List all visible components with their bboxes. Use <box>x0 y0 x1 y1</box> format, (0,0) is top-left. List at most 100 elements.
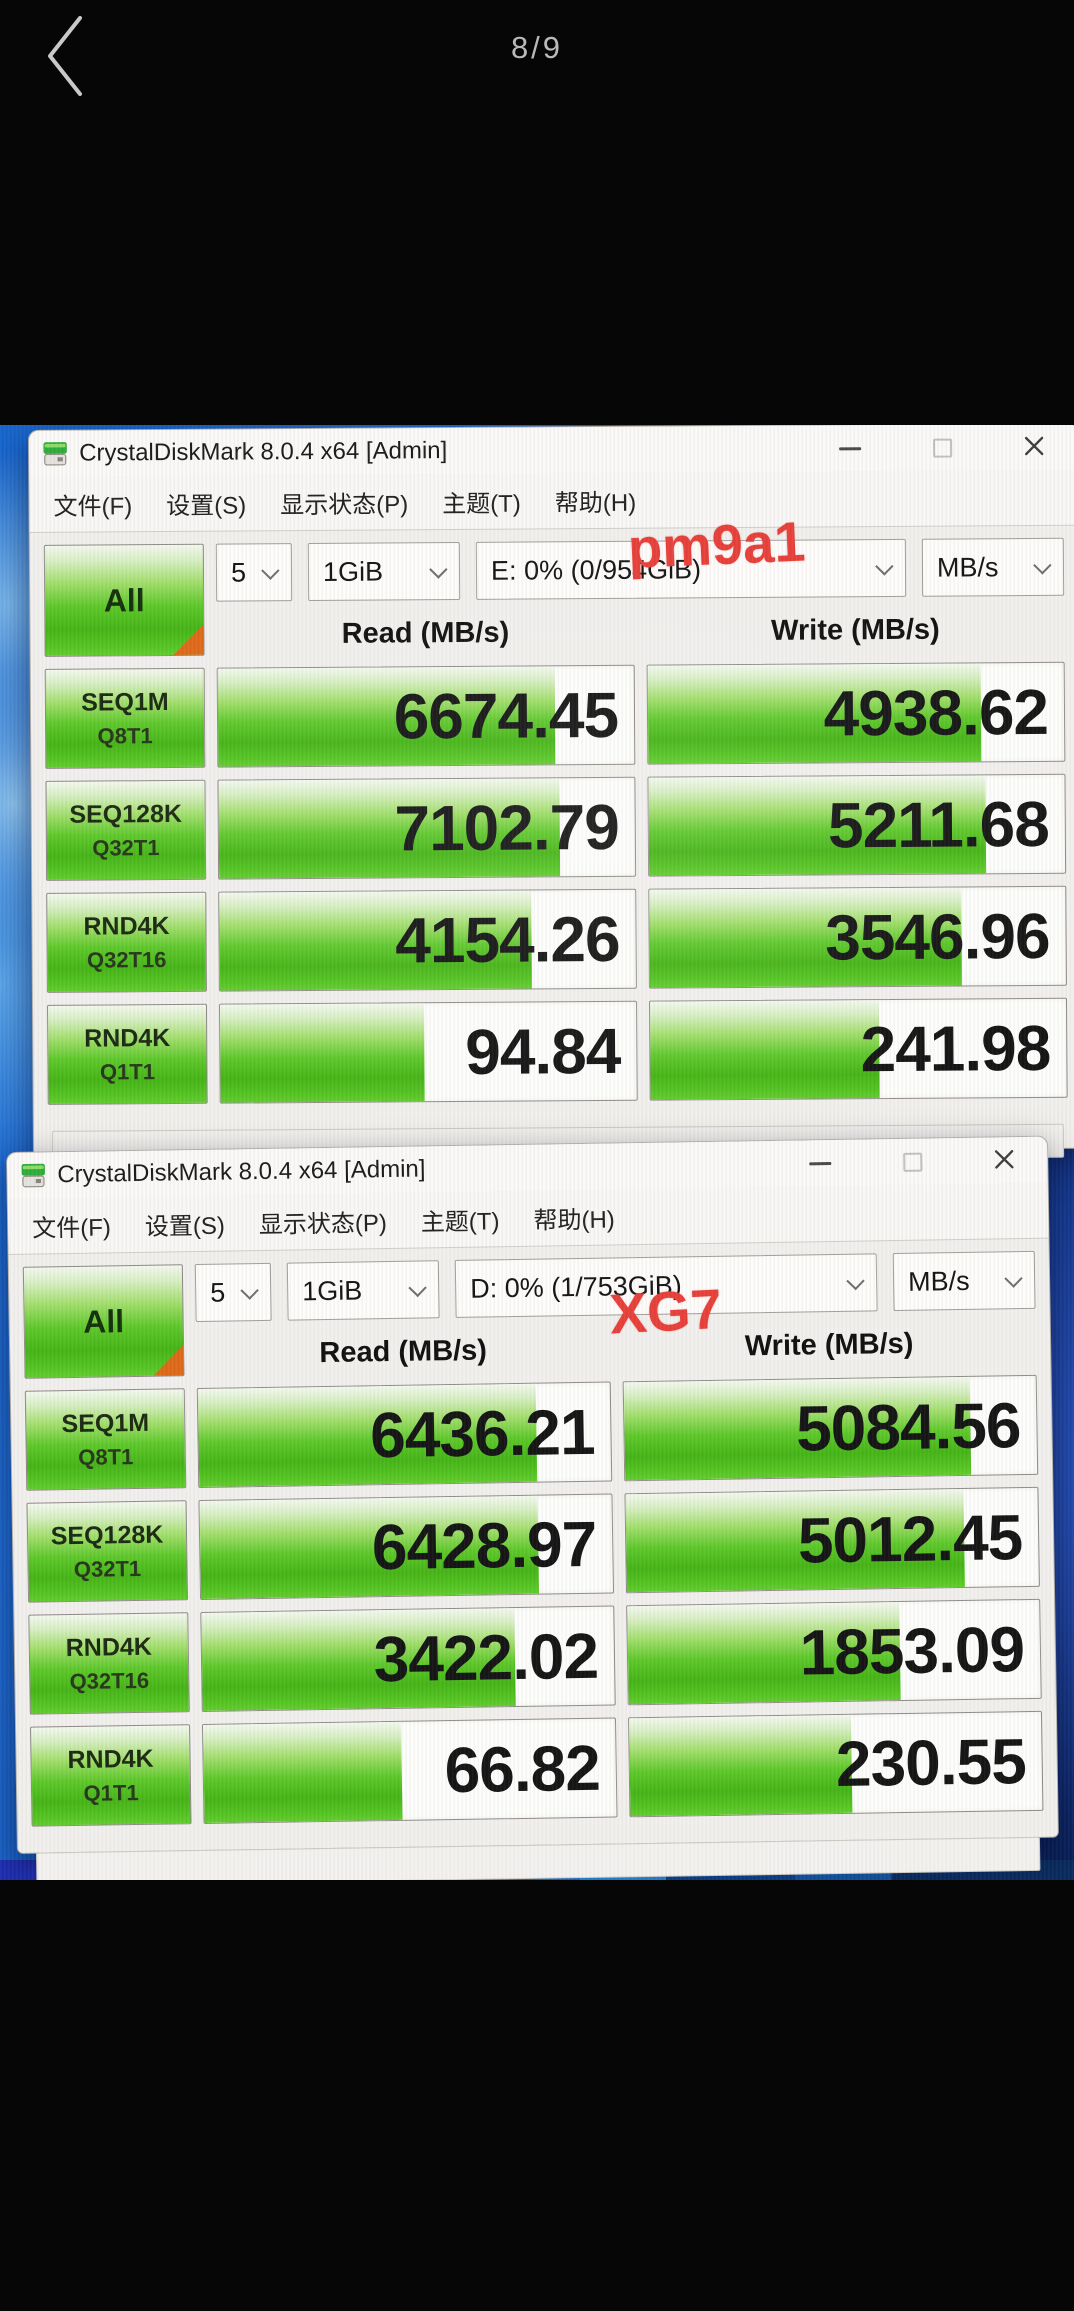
write-result-rnd4k-q1t1: 241.98 <box>648 997 1068 1101</box>
read-value: 66.82 <box>444 1731 601 1807</box>
read-result-seq1m-q8t1: 6674.45 <box>216 664 636 768</box>
minimize-button[interactable] <box>805 1148 835 1178</box>
test-name: RND4K <box>84 1023 171 1053</box>
menu-file[interactable]: 文件(F) <box>53 493 133 521</box>
test-count-select[interactable]: 5 <box>194 1262 272 1323</box>
menu-help[interactable]: 帮助(H) <box>533 1206 615 1235</box>
read-value: 6674.45 <box>393 678 619 753</box>
chevron-down-icon <box>1004 1268 1023 1288</box>
maximize-button[interactable] <box>927 433 957 463</box>
test-name: RND4K <box>65 1632 153 1662</box>
menu-theme[interactable]: 主题(T) <box>442 490 521 519</box>
menu-help[interactable]: 帮助(H) <box>554 489 637 518</box>
minimize-button[interactable] <box>835 433 865 463</box>
test-name: SEQ1M <box>61 1408 150 1438</box>
test-count-select[interactable]: 5 <box>215 543 293 602</box>
chevron-down-icon <box>1033 555 1052 574</box>
write-value: 3546.96 <box>824 899 1050 974</box>
unit-select[interactable]: MB/s <box>892 1250 1036 1312</box>
test-queue: Q32T16 <box>86 946 167 973</box>
window-controls <box>835 432 1061 464</box>
write-value: 5012.45 <box>797 1501 1023 1577</box>
crystaldiskmark-window-xg7: CrystalDiskMark 8.0.4 x64 [Admin] 文件(F) … <box>6 1135 1059 1880</box>
chevron-down-icon <box>875 556 894 576</box>
read-result-rnd4k-q1t1: 94.84 <box>219 1000 638 1104</box>
viewer-top-bar: 8/9 <box>0 0 1074 120</box>
read-result-seq128k-q32t1: 7102.79 <box>217 776 637 880</box>
back-button[interactable] <box>30 12 100 102</box>
test-button-rnd4k-q32t16[interactable]: RND4K Q32T16 <box>28 1612 190 1715</box>
minimize-icon <box>809 1161 832 1165</box>
back-chevron-icon <box>36 16 94 103</box>
test-queue: Q32T16 <box>69 1667 150 1694</box>
read-result-seq1m-q8t1: 6436.21 <box>196 1381 613 1489</box>
test-queue: Q8T1 <box>97 722 153 749</box>
crystaldiskmark-app-icon <box>19 1161 47 1189</box>
test-button-rnd4k-q32t16[interactable]: RND4K Q32T16 <box>46 891 207 993</box>
close-button[interactable] <box>989 1145 1019 1175</box>
test-button-seq128k-q32t1[interactable]: SEQ128K Q32T1 <box>45 779 207 881</box>
maximize-icon <box>932 438 952 458</box>
read-result-rnd4k-q32t16: 3422.02 <box>200 1605 616 1712</box>
test-queue: Q1T1 <box>99 1058 156 1085</box>
unit-select[interactable]: MB/s <box>921 537 1065 597</box>
target-drive-select[interactable]: D: 0% (1/753GiB) <box>454 1253 878 1318</box>
window-titlebar[interactable]: CrystalDiskMark 8.0.4 x64 [Admin] <box>7 1136 1048 1199</box>
write-value: 5211.68 <box>827 787 1050 862</box>
all-button-label: All <box>82 1302 125 1340</box>
read-result-rnd4k-q32t16: 4154.26 <box>218 888 637 992</box>
settings-toolbar: 5 1GiB E: 0% (0/954GiB) MB/s <box>215 537 1065 602</box>
chevron-down-icon <box>429 559 448 579</box>
window-controls <box>805 1145 1031 1179</box>
test-queue: Q1T1 <box>83 1779 139 1806</box>
read-column-header: Read (MB/s) <box>341 616 510 650</box>
test-name: RND4K <box>67 1744 154 1774</box>
test-size-select[interactable]: 1GiB <box>307 541 461 602</box>
test-name: SEQ128K <box>69 799 183 829</box>
window-body: All 5 1GiB E: 0% (0/954GiB) MB/s Read (M… <box>30 526 1074 1165</box>
chevron-down-icon <box>261 560 280 580</box>
menu-view[interactable]: 显示状态(P) <box>280 491 409 520</box>
run-all-tests-button[interactable]: All <box>43 543 205 657</box>
read-value: 6428.97 <box>371 1507 597 1584</box>
window-titlebar[interactable]: CrystalDiskMark 8.0.4 x64 [Admin] <box>29 425 1074 477</box>
read-column-header: Read (MB/s) <box>319 1333 488 1369</box>
window-body: All 5 1GiB D: 0% (1/753GiB) MB/s Read (M… <box>9 1239 1059 1880</box>
menu-theme[interactable]: 主题(T) <box>420 1208 500 1237</box>
write-value: 5084.56 <box>795 1389 1021 1465</box>
read-value: 94.84 <box>464 1014 621 1088</box>
close-icon <box>1022 433 1046 460</box>
write-column-header: Write (MB/s) <box>770 613 940 647</box>
test-queue: Q8T1 <box>78 1443 134 1470</box>
menu-settings[interactable]: 设置(S) <box>166 492 247 521</box>
test-button-seq1m-q8t1[interactable]: SEQ1M Q8T1 <box>44 667 206 769</box>
test-size-value: 1GiB <box>301 1274 363 1306</box>
test-button-seq128k-q32t1[interactable]: SEQ128K Q32T1 <box>26 1500 189 1603</box>
menu-settings[interactable]: 设置(S) <box>144 1212 226 1241</box>
window-title: CrystalDiskMark 8.0.4 x64 [Admin] <box>79 437 448 467</box>
test-size-select[interactable]: 1GiB <box>286 1260 440 1321</box>
all-button-corner-badge <box>153 1345 184 1376</box>
test-name: SEQ128K <box>50 1520 164 1550</box>
photo-counter: 8/9 <box>510 30 564 65</box>
unit-value: MB/s <box>936 551 999 583</box>
test-button-rnd4k-q1t1[interactable]: RND4K Q1T1 <box>30 1724 192 1827</box>
write-result-seq128k-q32t1: 5211.68 <box>647 773 1067 877</box>
close-button[interactable] <box>1019 432 1049 462</box>
chevron-down-icon <box>846 1271 865 1290</box>
target-drive-value: E: 0% (0/954GiB) <box>490 553 702 586</box>
read-value: 7102.79 <box>394 790 620 865</box>
maximize-button[interactable] <box>897 1147 927 1177</box>
menu-view[interactable]: 显示状态(P) <box>258 1210 388 1240</box>
run-all-tests-button[interactable]: All <box>22 1264 185 1379</box>
menu-file[interactable]: 文件(F) <box>32 1214 112 1243</box>
test-button-seq1m-q8t1[interactable]: SEQ1M Q8T1 <box>24 1388 187 1491</box>
test-button-rnd4k-q1t1[interactable]: RND4K Q1T1 <box>47 1003 208 1105</box>
write-column-header: Write (MB/s) <box>744 1327 914 1362</box>
monitor-photo: CrystalDiskMark 8.0.4 x64 [Admin] 文件(F) … <box>0 425 1074 1880</box>
minimize-icon <box>839 446 862 450</box>
test-count-value: 5 <box>230 556 247 588</box>
target-drive-select[interactable]: E: 0% (0/954GiB) <box>475 538 907 600</box>
chevron-down-icon <box>240 1280 259 1300</box>
write-result-rnd4k-q32t16: 3546.96 <box>648 885 1067 989</box>
